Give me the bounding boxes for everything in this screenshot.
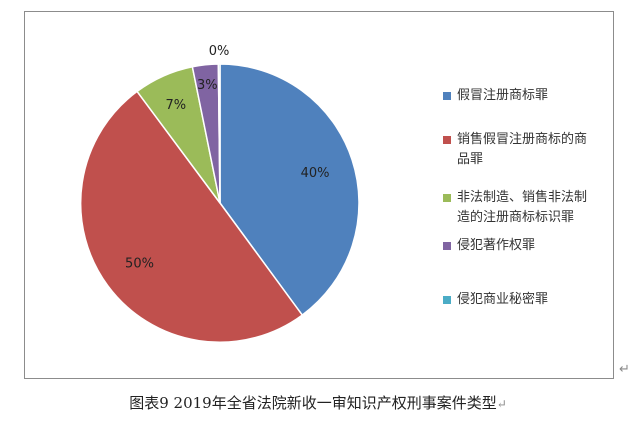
legend-label-line: 非法制造、销售非法制 [457,190,588,205]
legend-label-1: 假冒注册商标罪 [457,86,622,106]
figure-caption: 图表9 2019年全省法院新收一审知识产权刑事案件类型↵ [0,392,636,413]
legend-item-1: 假冒注册商标罪 [443,86,622,106]
legend-label-line: 造的注册商标标识罪 [457,210,575,225]
pie-slice-5 [217,63,221,204]
legend-label-line: 品罪 [457,152,484,167]
legend-label-2: 销售假冒注册商标的商 品罪 [457,130,622,170]
legend-swatch-2 [443,136,451,144]
pie-chart: 40% 50% 7% 3% 0% [79,44,360,343]
data-label-3: 7% [165,98,186,113]
legend-label-line: 假冒注册商标罪 [457,88,549,103]
legend-label-3: 非法制造、销售非法制 造的注册商标标识罪 [457,188,622,228]
pie-slice-1 [219,63,360,317]
legend-label-5: 侵犯商业秘密罪 [457,290,622,310]
paragraph-mark: ↵ [619,362,630,377]
pie-slice-2 [79,90,304,343]
legend-swatch-3 [443,194,451,202]
legend-item-3: 非法制造、销售非法制 造的注册商标标识罪 [443,188,622,228]
legend-label-line: 侵犯著作权罪 [457,238,536,253]
legend-label-line: 销售假冒注册商标的商 [457,132,588,147]
legend-item-4: 侵犯著作权罪 [443,236,622,256]
legend-label-4: 侵犯著作权罪 [457,236,622,256]
legend-label-line: 侵犯商业秘密罪 [457,292,549,307]
data-label-4: 3% [197,78,218,93]
data-label-1: 40% [301,166,330,181]
chart-frame: 40% 50% 7% 3% 0% 假冒注册商标罪销售假冒注册商标的商 品罪非法制造、销售非… [24,11,614,379]
caption-paragraph-mark: ↵ [496,397,507,411]
data-label-5: 0% [209,44,230,59]
legend-swatch-5 [443,296,451,304]
legend-swatch-4 [443,242,451,250]
data-label-2: 50% [125,257,154,272]
legend-item-2: 销售假冒注册商标的商 品罪 [443,130,622,170]
legend-swatch-1 [443,92,451,100]
caption-text: 图表9 2019年全省法院新收一审知识产权刑事案件类型 [129,394,497,412]
legend-item-5: 侵犯商业秘密罪 [443,290,622,310]
